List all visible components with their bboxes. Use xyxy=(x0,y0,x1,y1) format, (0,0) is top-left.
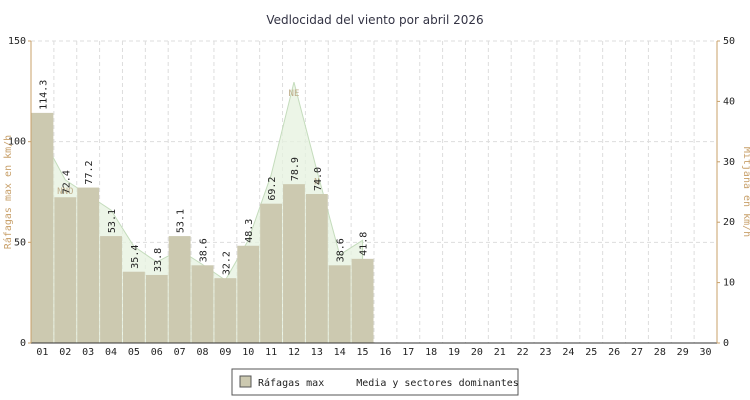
value-label: 32.2 xyxy=(221,251,232,275)
x-tick-label: 10 xyxy=(242,347,254,358)
x-tick-label: 18 xyxy=(425,347,437,358)
x-tick-label: 28 xyxy=(654,347,666,358)
value-label: 53.1 xyxy=(107,209,118,233)
x-tick-label: 07 xyxy=(174,347,186,358)
y2-tick-label: 0 xyxy=(723,338,729,349)
x-tick-label: 26 xyxy=(608,347,620,358)
bar xyxy=(122,271,145,343)
x-tick-label: 09 xyxy=(219,347,231,358)
chart-title: Vedlocidad del viento por abril 2026 xyxy=(266,13,483,27)
value-label: 41.8 xyxy=(359,232,370,256)
x-tick-label: 22 xyxy=(517,347,529,358)
legend-label: Ráfagas max xyxy=(258,377,324,389)
x-tick-label: 01 xyxy=(36,347,48,358)
legend-swatch xyxy=(239,375,252,388)
x-tick-label: 14 xyxy=(334,347,346,358)
x-tick-label: 24 xyxy=(562,347,574,358)
y2-tick-label: 30 xyxy=(723,157,735,168)
bar xyxy=(328,265,351,343)
sector-label: NE xyxy=(289,89,300,99)
value-label: 114.3 xyxy=(38,80,49,110)
x-tick-label: 08 xyxy=(196,347,208,358)
x-tick-label: 17 xyxy=(402,347,414,358)
y-tick-label: 50 xyxy=(14,237,26,248)
value-label: 48.3 xyxy=(244,219,255,243)
x-tick-label: 03 xyxy=(82,347,94,358)
x-tick-label: 30 xyxy=(700,347,712,358)
bar xyxy=(191,265,214,343)
value-label: 38.6 xyxy=(199,238,210,262)
bar xyxy=(260,203,283,343)
bar xyxy=(168,236,191,343)
bar xyxy=(283,184,305,343)
bar xyxy=(100,236,122,343)
value-label: 72.4 xyxy=(61,170,72,194)
value-label: 78.9 xyxy=(290,157,301,181)
bar xyxy=(31,112,54,343)
x-tick-label: 21 xyxy=(494,347,506,358)
bar xyxy=(54,197,77,343)
bar xyxy=(145,274,168,343)
x-tick-label: 05 xyxy=(128,347,140,358)
y2-tick-label: 20 xyxy=(723,217,735,228)
x-tick-label: 16 xyxy=(379,347,391,358)
x-tick-label: 04 xyxy=(105,347,117,358)
value-label: 74.0 xyxy=(313,167,324,191)
y2-tick-label: 10 xyxy=(723,278,735,289)
legend-label: Media y sectores dominantes xyxy=(356,378,519,389)
bar xyxy=(305,194,328,343)
x-tick-label: 11 xyxy=(265,347,277,358)
y-tick-label: 150 xyxy=(8,36,26,47)
x-tick-label: 27 xyxy=(631,347,643,358)
y2-tick-label: 50 xyxy=(723,36,735,47)
y-tick-label: 0 xyxy=(20,338,26,349)
x-tick-label: 12 xyxy=(288,347,300,358)
value-label: 35.4 xyxy=(130,245,141,269)
sector-label: NNO xyxy=(57,187,73,197)
x-tick-label: 23 xyxy=(539,347,551,358)
x-tick-label: 15 xyxy=(357,347,369,358)
bar xyxy=(351,258,374,343)
x-tick-label: 20 xyxy=(471,347,483,358)
value-label: 33.8 xyxy=(153,248,164,272)
value-label: 69.2 xyxy=(267,177,278,201)
y-axis-label: Ráfagas max en km/h xyxy=(2,135,14,249)
bar xyxy=(77,187,100,343)
x-tick-label: 29 xyxy=(677,347,689,358)
value-label: 38.6 xyxy=(336,238,347,262)
y-tick-label: 100 xyxy=(8,137,26,148)
x-tick-label: 06 xyxy=(151,347,163,358)
x-tick-label: 13 xyxy=(311,347,323,358)
value-label: 77.2 xyxy=(84,160,95,184)
y2-tick-label: 40 xyxy=(723,96,735,107)
bar xyxy=(214,278,237,343)
sector-label: N xyxy=(314,177,319,187)
bar xyxy=(237,245,260,343)
legend-box xyxy=(231,368,519,396)
y2-axis-label: Mitjana en km/h xyxy=(741,147,750,237)
x-tick-label: 02 xyxy=(59,347,71,358)
x-tick-label: 25 xyxy=(585,347,597,358)
value-label: 53.1 xyxy=(176,209,187,233)
x-tick-label: 19 xyxy=(448,347,460,358)
